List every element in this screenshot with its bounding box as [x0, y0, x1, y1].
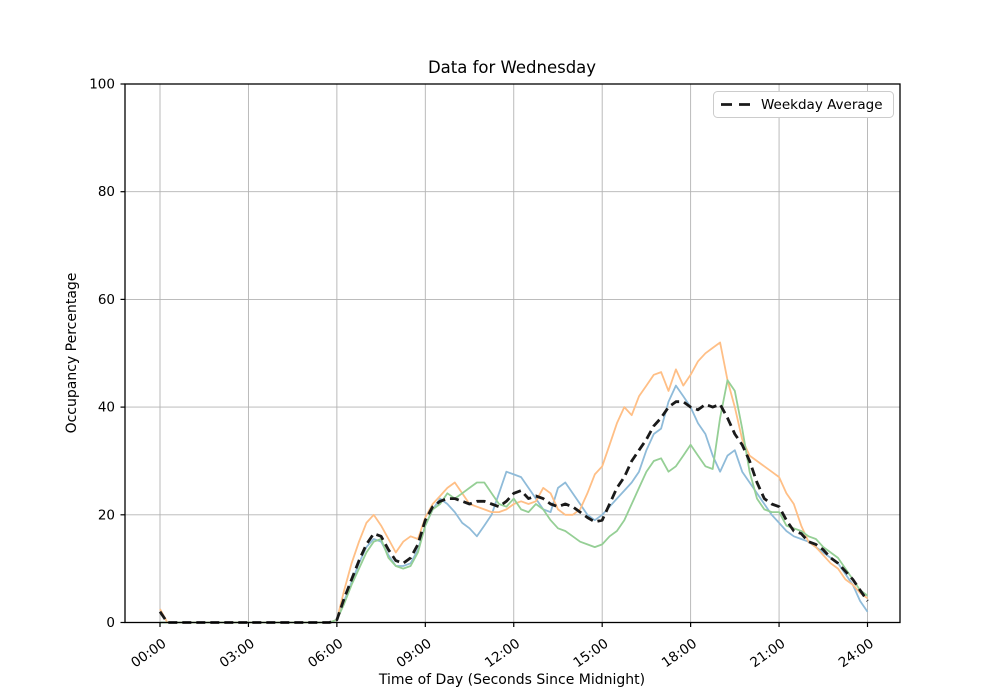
legend-label: Weekday Average — [761, 97, 883, 113]
y-tick-label: 100 — [89, 77, 115, 93]
chart-title: Data for Wednesday — [428, 58, 596, 77]
x-tick-label: 18:00 — [659, 636, 700, 671]
x-tick-label: 21:00 — [747, 636, 788, 671]
x-tick-label: 09:00 — [394, 636, 435, 671]
legend-box — [713, 91, 894, 118]
x-tick-label: 03:00 — [217, 636, 258, 671]
x-axis-label: Time of Day (Seconds Since Midnight) — [378, 672, 645, 688]
x-tick-label: 15:00 — [570, 636, 611, 671]
axis-ticks: 00:00 03:00 06:00 09:00 12:00 15:00 18:00 21:00… — [89, 77, 877, 672]
y-axis-label: Occupancy Percentage — [64, 273, 80, 434]
legend: Weekday Average — [713, 91, 894, 118]
plot-border — [124, 83, 901, 624]
y-tick-label: 40 — [98, 400, 115, 416]
x-tick-label: 00:00 — [128, 636, 169, 671]
y-tick-label: 20 — [98, 507, 115, 523]
y-tick-label: 60 — [98, 292, 115, 308]
x-tick-label: 06:00 — [305, 636, 346, 671]
x-tick-label: 24:00 — [836, 636, 877, 671]
gridlines — [125, 83, 900, 623]
series-line-weekday-average — [158, 400, 869, 624]
y-tick-label: 80 — [98, 184, 115, 200]
y-tick-label: 0 — [106, 615, 115, 631]
x-tick-label: 12:00 — [482, 636, 523, 671]
